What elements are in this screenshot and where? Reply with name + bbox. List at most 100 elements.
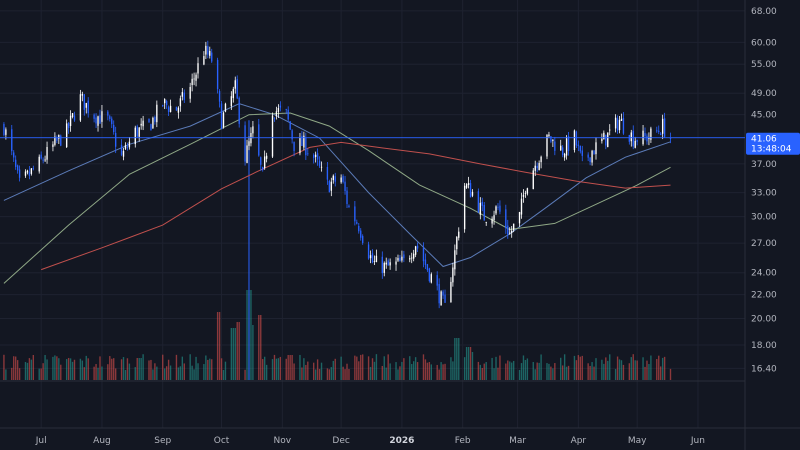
- volume-bar: [138, 358, 140, 380]
- candle-body: [220, 103, 223, 130]
- volume-bar: [573, 355, 576, 380]
- volume-bar: [348, 369, 350, 380]
- volume-bar: [438, 369, 440, 380]
- candle-body: [122, 151, 125, 157]
- volume-bar: [11, 367, 13, 380]
- volume-bar: [122, 357, 125, 380]
- volume-bar: [463, 357, 466, 380]
- volume-bar: [211, 359, 213, 380]
- volume-bar: [567, 365, 570, 380]
- volume-bar: [389, 363, 391, 380]
- price-tick-2: 55.00: [751, 60, 777, 70]
- volume-bars: [3, 120, 672, 380]
- candle-body: [430, 274, 433, 283]
- candle-body: [467, 182, 470, 186]
- candle-body: [518, 212, 521, 224]
- candle-body: [234, 80, 236, 89]
- volume-bar: [354, 355, 356, 380]
- candle-body: [224, 103, 227, 112]
- time-axis[interactable]: Jul Aug Sep Oct Nov Dec 2026 Feb Mar Apr May Jun: [35, 436, 705, 446]
- candle-body: [152, 117, 154, 129]
- volume-bar: [399, 366, 401, 380]
- volume-bar: [522, 355, 525, 380]
- price-tick-14: 16.40: [751, 364, 777, 374]
- candle-body: [412, 253, 415, 259]
- candle-body: [463, 185, 466, 230]
- volume-bar: [540, 354, 542, 380]
- candle-body: [179, 98, 182, 107]
- volume-bar: [467, 347, 470, 380]
- volume-bar: [520, 363, 523, 380]
- candle-body: [561, 147, 564, 156]
- volume-bar: [442, 364, 444, 380]
- candle-body: [316, 153, 319, 160]
- candle-body: [493, 215, 495, 220]
- candle-body: [111, 118, 113, 125]
- candle-body: [165, 101, 168, 106]
- time-tick-4: Nov: [274, 436, 292, 446]
- candle-body: [550, 136, 552, 142]
- candle-body: [230, 96, 233, 107]
- volume-bar: [373, 361, 376, 380]
- volume-bar: [177, 367, 180, 380]
- volume-bar: [244, 369, 246, 380]
- volume-bar: [40, 368, 42, 380]
- volume-bar: [318, 368, 321, 380]
- volume-bar: [632, 354, 634, 380]
- volume-bar: [289, 355, 291, 380]
- candle-body: [13, 152, 15, 158]
- volume-bar: [424, 359, 427, 380]
- volume-bar: [234, 328, 236, 380]
- candlesticks[interactable]: [3, 40, 672, 309]
- candle-body: [471, 191, 474, 196]
- volume-bar: [328, 369, 331, 380]
- volume-bar: [46, 359, 48, 380]
- volume-bar: [436, 364, 438, 380]
- candle-body: [154, 116, 156, 122]
- candle-body: [289, 121, 291, 130]
- candle-body: [120, 144, 123, 155]
- volume-bar: [534, 369, 536, 380]
- volume-bar: [273, 354, 276, 380]
- candle-body: [387, 260, 389, 266]
- candle-body: [416, 245, 419, 249]
- volume-bar: [136, 358, 138, 380]
- candle-body: [246, 145, 248, 163]
- candle-body: [628, 135, 631, 142]
- volume-bar: [371, 358, 374, 380]
- candle-body: [548, 134, 550, 137]
- candle-body: [207, 46, 209, 55]
- candle-body: [422, 247, 425, 262]
- volume-bar: [591, 362, 593, 380]
- volume-bar: [209, 358, 211, 380]
- candle-body: [148, 118, 150, 123]
- volume-bar: [230, 328, 233, 380]
- volume-bar: [224, 361, 227, 380]
- candle-body: [601, 138, 603, 142]
- volume-bar: [340, 356, 342, 380]
- candle-body: [499, 205, 501, 212]
- candle-body: [605, 134, 607, 146]
- candle-body: [287, 109, 289, 120]
- candle-body: [618, 120, 621, 131]
- candle-body: [520, 198, 523, 215]
- volume-bar: [109, 356, 111, 380]
- candle-body: [262, 167, 264, 170]
- volume-bar: [595, 358, 597, 380]
- candle-body: [540, 156, 542, 163]
- candle-body: [485, 222, 487, 223]
- volume-bar: [646, 360, 648, 380]
- time-tick-5: Dec: [332, 436, 349, 446]
- volume-bar: [397, 369, 399, 380]
- volume-bar: [165, 366, 168, 380]
- candle-body: [24, 171, 27, 176]
- volume-bar: [222, 369, 225, 380]
- price-axis[interactable]: 68.0060.0055.0049.0045.0041.0037.0033.00…: [751, 7, 777, 375]
- candle-body: [469, 183, 472, 198]
- volume-bar: [5, 369, 7, 380]
- candle-body: [138, 127, 140, 137]
- candle-body: [603, 132, 605, 140]
- candle-body: [14, 159, 17, 167]
